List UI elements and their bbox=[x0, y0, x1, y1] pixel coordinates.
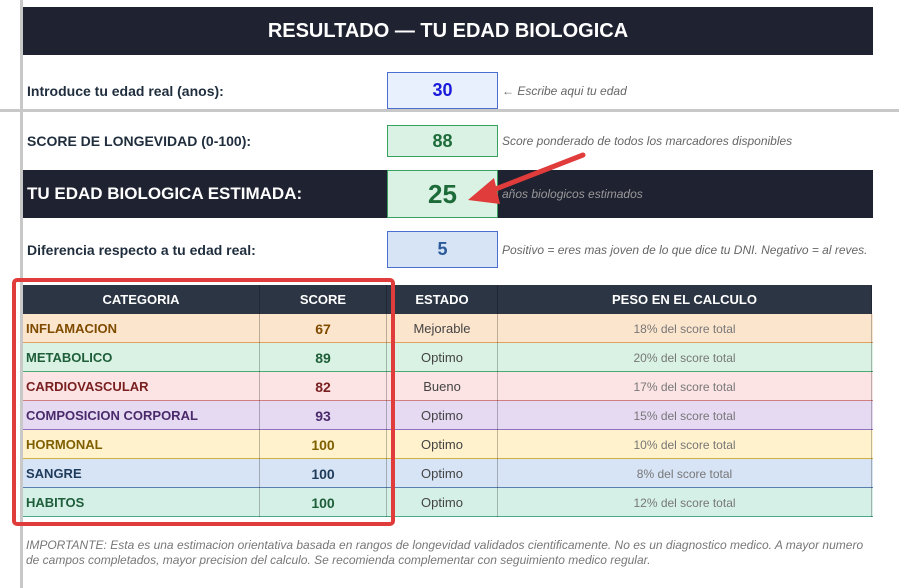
grid-line bbox=[0, 109, 899, 112]
annotation-box bbox=[12, 278, 395, 526]
field-note: Score ponderado de todos los marcadores … bbox=[502, 134, 793, 148]
field-note: años biologicos estimados bbox=[502, 187, 643, 201]
table-row bbox=[23, 401, 873, 430]
status: Optimo bbox=[387, 488, 498, 517]
table-row bbox=[23, 459, 873, 488]
table-header: ESTADO bbox=[387, 285, 498, 314]
weight: 17% del score total bbox=[498, 372, 872, 401]
table-row bbox=[23, 488, 873, 517]
status: Optimo bbox=[387, 430, 498, 459]
weight: 8% del score total bbox=[498, 459, 872, 488]
score: 93 bbox=[260, 401, 387, 430]
table-header: SCORE bbox=[260, 285, 387, 314]
category: HORMONAL bbox=[23, 430, 260, 459]
table-header: CATEGORIA bbox=[23, 285, 260, 314]
table-header: PESO EN EL CALCULO bbox=[498, 285, 872, 314]
field-value: 5 bbox=[387, 231, 498, 268]
field-label: Diferencia respecto a tu edad real: bbox=[27, 241, 256, 258]
category: METABOLICO bbox=[23, 343, 260, 372]
table-row bbox=[23, 343, 873, 372]
weight: 12% del score total bbox=[498, 488, 872, 517]
score: 100 bbox=[260, 430, 387, 459]
weight: 15% del score total bbox=[498, 401, 872, 430]
score: 67 bbox=[260, 314, 387, 343]
table-row bbox=[23, 372, 873, 401]
category: HABITOS bbox=[23, 488, 260, 517]
status: Optimo bbox=[387, 343, 498, 372]
field-value: 30 bbox=[387, 72, 498, 109]
score: 89 bbox=[260, 343, 387, 372]
score: 100 bbox=[260, 488, 387, 517]
table-row bbox=[23, 314, 873, 343]
category: INFLAMACION bbox=[23, 314, 260, 343]
score: 100 bbox=[260, 459, 387, 488]
weight: 10% del score total bbox=[498, 430, 872, 459]
table-row bbox=[23, 430, 873, 459]
status: Bueno bbox=[387, 372, 498, 401]
status: Optimo bbox=[387, 459, 498, 488]
grid-line bbox=[20, 0, 23, 588]
score: 82 bbox=[260, 372, 387, 401]
weight: 20% del score total bbox=[498, 343, 872, 372]
weight: 18% del score total bbox=[498, 314, 872, 343]
field-label: TU EDAD BIOLOGICA ESTIMADA: bbox=[27, 184, 303, 203]
status: Optimo bbox=[387, 401, 498, 430]
field-value: 88 bbox=[387, 125, 498, 157]
category: COMPOSICION CORPORAL bbox=[23, 401, 260, 430]
field-note: ← Escribe aqui tu edad bbox=[502, 83, 627, 98]
field-note: Positivo = eres mas joven de lo que dice… bbox=[502, 242, 868, 257]
title-bar: RESULTADO — TU EDAD BIOLOGICA bbox=[23, 7, 873, 55]
category: SANGRE bbox=[23, 459, 260, 488]
field-label: Introduce tu edad real (anos): bbox=[27, 82, 224, 99]
status: Mejorable bbox=[387, 314, 498, 343]
category: CARDIOVASCULAR bbox=[23, 372, 260, 401]
field-label: SCORE DE LONGEVIDAD (0-100): bbox=[27, 133, 252, 149]
footnote: IMPORTANTE: Esta es una estimacion orien… bbox=[26, 538, 864, 567]
